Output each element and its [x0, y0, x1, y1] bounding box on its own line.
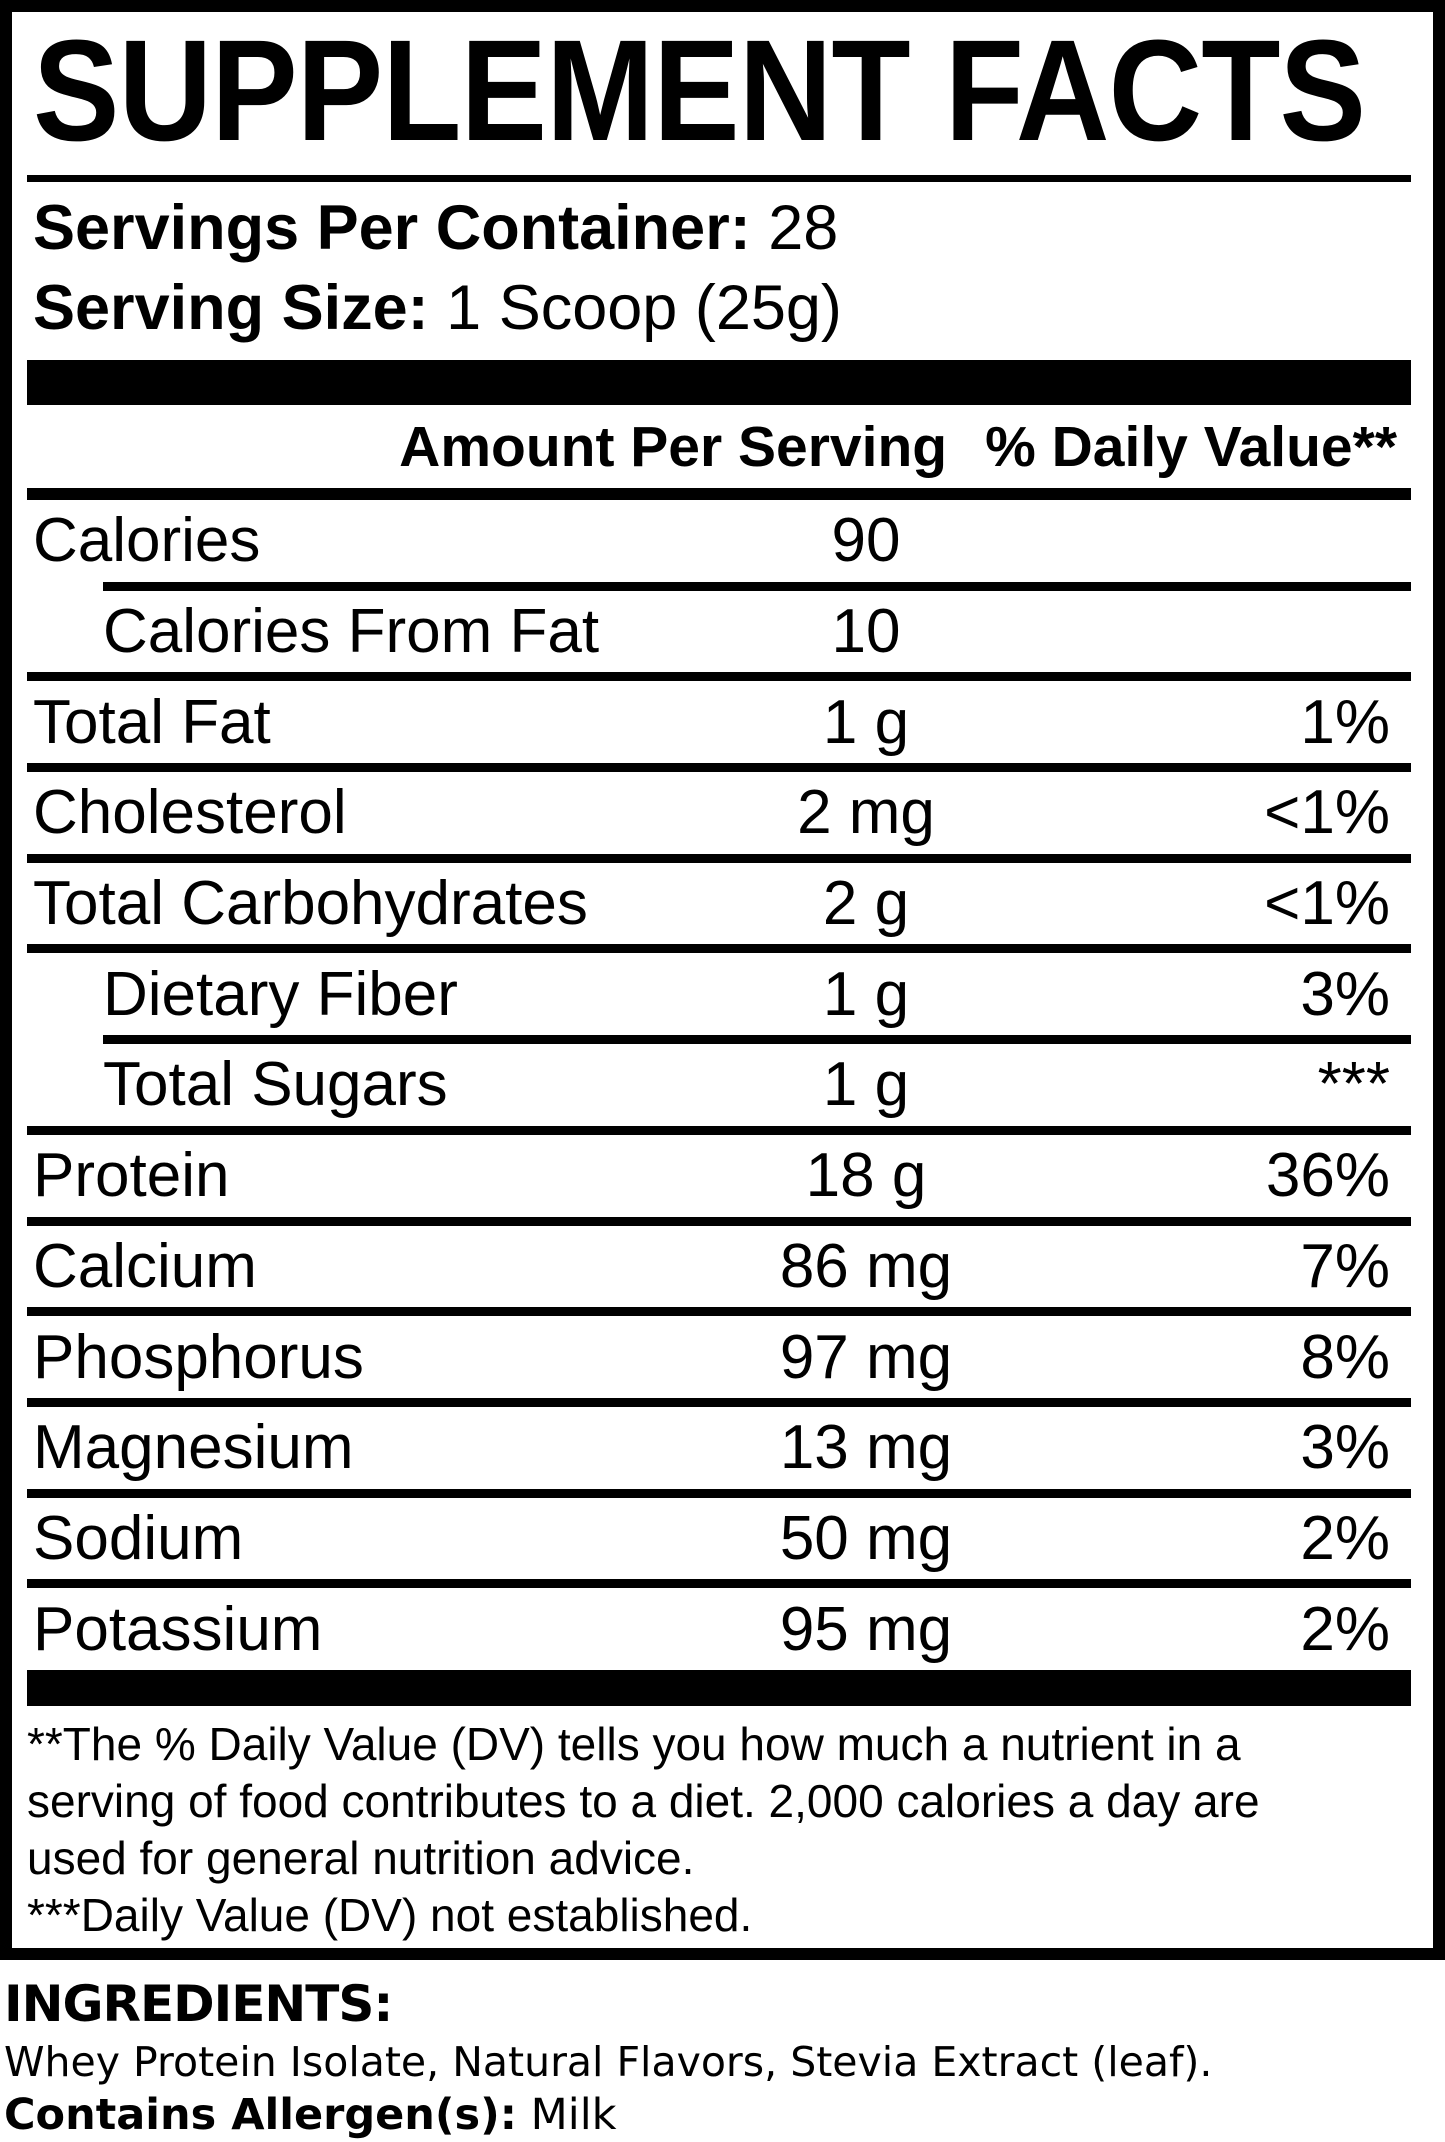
- nutrient-name: Calories From Fat: [103, 597, 600, 667]
- nutrient-amount: 1 g: [822, 1050, 910, 1120]
- nutrient-name: Sodium: [33, 1503, 244, 1573]
- row-separator: [27, 1307, 1411, 1317]
- nutrient-name: Calories: [33, 506, 261, 576]
- nutrient-daily-value: 8%: [1300, 1322, 1390, 1392]
- serving-size-line: Serving Size: 1 Scoop (25g): [33, 275, 1411, 341]
- title-rule: [27, 175, 1411, 182]
- footnote-line: used for general nutrition advice.: [27, 1832, 695, 1884]
- footnote-line: serving of food contributes to a diet. 2…: [27, 1775, 1260, 1827]
- nutrient-name: Magnesium: [33, 1413, 354, 1483]
- nutrient-amount: 1 g: [822, 959, 910, 1029]
- divider-bar-bottom: [27, 1670, 1411, 1706]
- nutrient-amount: 10: [831, 597, 901, 667]
- row-separator: [27, 1488, 1411, 1498]
- servings-per-container-line: Servings Per Container: 28: [33, 195, 1411, 261]
- nutrient-amount: 1 g: [822, 687, 910, 757]
- nutrient-amount: 97 mg: [779, 1322, 953, 1392]
- row-separator: [103, 581, 1411, 591]
- ingredients-heading: INGREDIENTS:: [4, 1975, 393, 2033]
- nutrient-amount: 86 mg: [779, 1231, 953, 1301]
- nutrient-name: Cholesterol: [33, 778, 347, 848]
- row-separator: [103, 1035, 1411, 1045]
- nutrient-amount: 95 mg: [779, 1594, 953, 1664]
- servings-per-container-label: Servings Per Container:: [33, 193, 751, 263]
- nutrient-daily-value: 3%: [1300, 1413, 1390, 1483]
- nutrient-daily-value: ***: [1317, 1050, 1390, 1120]
- footnote: **The % Daily Value (DV) tells you how m…: [27, 1716, 1411, 1944]
- row-separator: [27, 1397, 1411, 1407]
- column-header-row: Amount Per Serving % Daily Value**: [27, 405, 1411, 488]
- serving-size-value: 1 Scoop (25g): [446, 273, 842, 343]
- nutrient-daily-value: 36%: [1265, 1141, 1390, 1211]
- supplement-facts-panel: SUPPLEMENT FACTS Servings Per Container:…: [0, 0, 1445, 1960]
- nutrient-rows: Calories 90 Calories From Fat 10 Total Fat 1 …: [27, 500, 1411, 1670]
- row-separator: [27, 763, 1411, 773]
- nutrient-row: Protein 18 g 36%: [27, 1135, 1411, 1217]
- allergen-value: Milk: [530, 2090, 617, 2140]
- nutrient-daily-value: 1%: [1300, 687, 1390, 757]
- nutrient-name: Protein: [33, 1141, 230, 1211]
- divider-bar-top: [27, 360, 1411, 405]
- ingredients-section: INGREDIENTS: Whey Protein Isolate, Natur…: [4, 1978, 1212, 2140]
- nutrient-amount: 13 mg: [779, 1413, 953, 1483]
- nutrient-daily-value: 2%: [1300, 1594, 1390, 1664]
- nutrient-row: Total Carbohydrates 2 g <1%: [27, 863, 1411, 945]
- row-separator: [27, 1579, 1411, 1589]
- nutrient-row: Phosphorus 97 mg 8%: [27, 1316, 1411, 1398]
- serving-size-label: Serving Size:: [33, 273, 429, 343]
- nutrient-name: Dietary Fiber: [103, 959, 458, 1029]
- nutrient-name: Calcium: [33, 1231, 257, 1301]
- nutrient-daily-value: 7%: [1300, 1231, 1390, 1301]
- row-separator: [27, 1125, 1411, 1135]
- ingredients-list: Whey Protein Isolate, Natural Flavors, S…: [4, 2038, 1213, 2086]
- nutrient-row: Sodium 50 mg 2%: [27, 1498, 1411, 1580]
- nutrient-row: Magnesium 13 mg 3%: [27, 1407, 1411, 1489]
- nutrient-amount: 2 g: [822, 869, 910, 939]
- header-rule: [27, 488, 1411, 500]
- nutrient-amount: 90: [831, 506, 901, 576]
- nutrient-amount: 50 mg: [779, 1503, 953, 1573]
- nutrient-daily-value: 3%: [1300, 959, 1390, 1029]
- nutrient-name: Total Sugars: [103, 1050, 448, 1120]
- panel-content: SUPPLEMENT FACTS Servings Per Container:…: [27, 10, 1411, 1944]
- footnote-line: **The % Daily Value (DV) tells you how m…: [27, 1718, 1241, 1770]
- row-separator: [27, 672, 1411, 682]
- nutrient-amount: 18 g: [805, 1141, 927, 1211]
- footnote-line: ***Daily Value (DV) not established.: [27, 1889, 753, 1941]
- dv-column-header: % Daily Value**: [985, 414, 1397, 479]
- nutrient-name: Phosphorus: [33, 1322, 364, 1392]
- nutrient-row: Total Sugars 1 g ***: [27, 1044, 1411, 1126]
- amount-column-header: Amount Per Serving: [399, 414, 948, 479]
- row-separator: [27, 853, 1411, 863]
- nutrient-row: Potassium 95 mg 2%: [27, 1588, 1411, 1670]
- nutrient-name: Potassium: [33, 1594, 323, 1664]
- nutrient-name: Total Fat: [33, 687, 271, 757]
- nutrient-row: Calcium 86 mg 7%: [27, 1226, 1411, 1308]
- allergen-line: Contains Allergen(s): Milk: [4, 2090, 1212, 2140]
- nutrient-row: Dietary Fiber 1 g 3%: [27, 953, 1411, 1035]
- allergen-label: Contains Allergen(s):: [4, 2090, 517, 2140]
- servings-per-container-value: 28: [768, 193, 839, 263]
- nutrient-row: Calories From Fat 10: [27, 591, 1411, 673]
- nutrient-daily-value: <1%: [1264, 869, 1390, 939]
- nutrient-row: Calories 90: [27, 500, 1411, 582]
- nutrient-row: Cholesterol 2 mg <1%: [27, 772, 1411, 854]
- row-separator: [27, 1216, 1411, 1226]
- nutrient-name: Total Carbohydrates: [33, 869, 588, 939]
- row-separator: [27, 944, 1411, 954]
- nutrient-daily-value: 2%: [1300, 1503, 1390, 1573]
- supplement-facts-title: SUPPLEMENT FACTS: [33, 10, 1366, 171]
- nutrient-row: Total Fat 1 g 1%: [27, 681, 1411, 763]
- nutrient-amount: 2 mg: [797, 778, 935, 848]
- nutrient-daily-value: <1%: [1264, 778, 1390, 848]
